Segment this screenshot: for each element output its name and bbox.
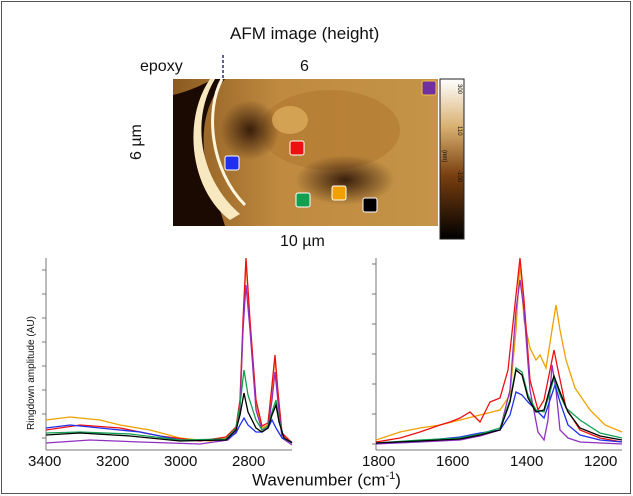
right-spectrum-purple (375, 279, 623, 445)
left-x-tick: 3400 (28, 453, 62, 470)
afm-title: AFM image (height) (230, 24, 380, 43)
afm-x-scale-label: 10 µm (280, 233, 325, 250)
right-spectrum-red (375, 257, 623, 443)
colorbar-tick: 110 (456, 126, 462, 136)
afm-marker-black (362, 197, 378, 213)
left-spectra (45, 257, 293, 446)
epoxy-label: epoxy (140, 58, 183, 75)
colorbar (439, 78, 465, 240)
afm-marker-green (295, 192, 311, 208)
colorbar-tick: 300 (456, 84, 462, 95)
spectra-y-axis-label: Ringdown amplitude (AU) (26, 316, 37, 430)
left-spectrum-black (45, 392, 293, 444)
right-x-tick: 1600 (436, 453, 470, 470)
right-x-tick: 1400 (510, 453, 544, 470)
right-x-tick: 1200 (584, 453, 618, 470)
colorbar-unit: (nm) (441, 150, 447, 163)
afm-marker-label: 6 (300, 58, 309, 75)
afm-marker-purple (421, 80, 437, 96)
afm-markers (224, 80, 437, 213)
colorbar-tick: -100 (456, 170, 462, 183)
left-spectrum-axes (42, 258, 292, 451)
afm-y-scale-label: 6 µm (128, 124, 145, 160)
right-spectrum-green (375, 366, 623, 444)
spectra-x-axis-label: Wavenumber (cm-1) (252, 470, 401, 490)
left-x-tick: 2800 (232, 453, 266, 470)
afm-marker-blue (224, 155, 240, 171)
left-spectrum-blue (45, 416, 293, 443)
left-x-tick: 3200 (96, 453, 130, 470)
right-x-tick: 1800 (362, 453, 396, 470)
afm-marker-red (289, 140, 305, 156)
right-spectrum-orange (375, 261, 623, 441)
right-spectra (375, 257, 623, 445)
left-spectrum-purple (45, 284, 293, 446)
afm-marker-orange (331, 185, 347, 201)
left-spectrum-green (45, 369, 293, 444)
right-spectrum-axes (372, 258, 622, 451)
colorbar-tick: -300 (456, 222, 462, 235)
right-spectrum-black (375, 368, 623, 444)
left-spectrum-orange (45, 261, 293, 443)
left-x-tick: 3000 (164, 453, 198, 470)
